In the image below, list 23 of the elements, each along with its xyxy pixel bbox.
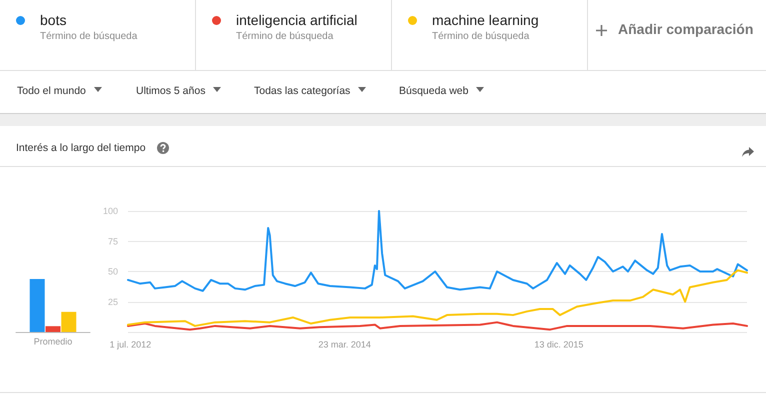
text: Ultimos 5 años bbox=[136, 85, 206, 97]
x-tick-label: 23 mar. 2014 bbox=[318, 340, 371, 350]
y-tick-label: 50 bbox=[108, 266, 118, 276]
x-tick-label: 13 dic. 2015 bbox=[534, 340, 584, 350]
text: Todas las categorías bbox=[254, 85, 350, 97]
line-series bbox=[127, 269, 748, 327]
y-tick-label: 75 bbox=[108, 236, 118, 246]
line-series bbox=[127, 321, 748, 331]
x-tick-label: 1 jul. 2012 bbox=[110, 340, 152, 350]
line-series bbox=[127, 210, 748, 292]
text: Añadir comparación bbox=[618, 21, 754, 37]
text: Búsqueda web bbox=[399, 85, 468, 97]
chart-title: Interés a lo largo del tiempo bbox=[16, 142, 146, 154]
legend-label: inteligencia artificial bbox=[236, 12, 358, 28]
text: Todo el mundo bbox=[17, 85, 86, 97]
y-tick-label: 100 bbox=[102, 206, 118, 216]
x-tick-label: Promedio bbox=[34, 336, 72, 346]
text: Término de búsqueda bbox=[236, 31, 334, 42]
text: Término de búsqueda bbox=[432, 31, 530, 42]
legend-label: bots bbox=[40, 12, 66, 28]
text: Término de búsqueda bbox=[40, 31, 138, 42]
legend-label: machine learning bbox=[432, 12, 539, 28]
y-tick-label: 25 bbox=[108, 296, 118, 307]
